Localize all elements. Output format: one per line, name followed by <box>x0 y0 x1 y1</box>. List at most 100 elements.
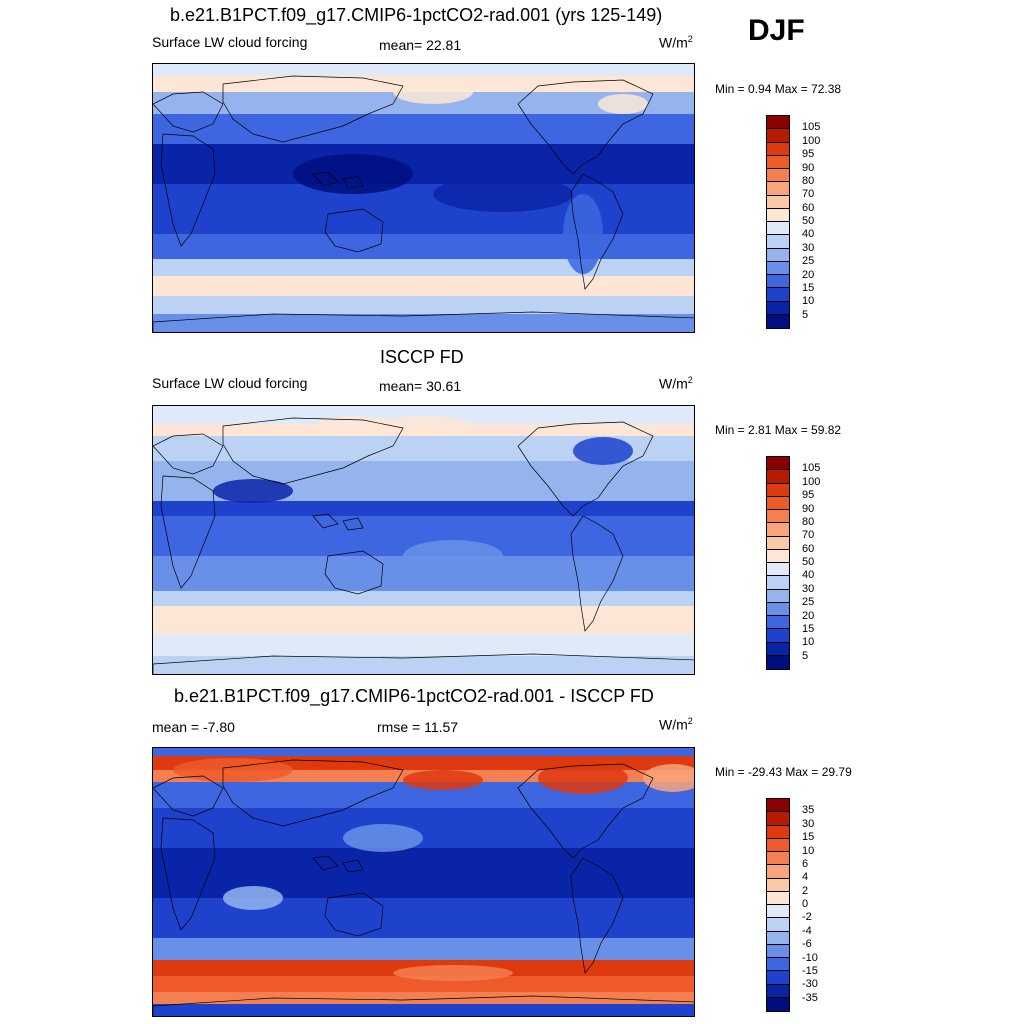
field-band <box>153 296 694 315</box>
colorbar-label: -4 <box>802 924 812 937</box>
colorbar-label: 10 <box>802 844 815 857</box>
field-blob <box>643 764 694 792</box>
colorbar-label: 40 <box>802 569 815 582</box>
colorbar-swatch <box>767 129 789 143</box>
panel-3-rmse: rmse = 11.57 <box>377 719 459 735</box>
panel-3-mean: mean = -7.80 <box>152 719 235 735</box>
field-blob <box>598 94 648 114</box>
field-band <box>153 114 694 145</box>
colorbar-swatch <box>767 523 789 537</box>
colorbar-swatch <box>767 457 789 471</box>
colorbar-swatch <box>767 655 789 669</box>
colorbar-swatch <box>767 891 789 905</box>
colorbar-label: 20 <box>802 268 815 281</box>
coastline <box>570 515 624 632</box>
coastline <box>222 75 404 143</box>
colorbar-label: 70 <box>802 529 815 542</box>
coastline <box>312 855 339 871</box>
colorbar-label: 4 <box>802 871 809 884</box>
colorbar-swatch <box>767 838 789 852</box>
field-blob <box>573 437 633 465</box>
colorbar-label: 25 <box>802 596 815 609</box>
panel-2-mean: mean= 30.61 <box>379 378 462 394</box>
colorbar-label: -30 <box>802 978 818 991</box>
field-band <box>153 501 694 517</box>
field-blob <box>393 965 513 981</box>
colorbar-swatch <box>767 799 789 813</box>
colorbar-label: 35 <box>802 804 815 817</box>
colorbar-label: 5 <box>802 649 809 662</box>
coastline <box>160 817 216 931</box>
field-band <box>153 656 694 674</box>
coastline <box>517 421 654 517</box>
colorbar-label: 95 <box>802 148 815 161</box>
field-blob <box>223 886 283 910</box>
coastline <box>342 859 364 873</box>
colorbar-label: 60 <box>802 542 815 555</box>
field-band <box>153 144 694 185</box>
colorbar-label: 25 <box>802 255 815 268</box>
colorbar-swatch <box>767 235 789 249</box>
coastline <box>153 91 224 133</box>
colorbar-label: 15 <box>802 622 815 635</box>
field-band <box>153 748 694 757</box>
colorbar-swatch <box>767 958 789 972</box>
field-blob <box>538 762 628 794</box>
colorbar-swatch <box>767 182 789 196</box>
field-blob <box>343 824 423 852</box>
coastline <box>153 311 694 332</box>
field-band <box>153 591 694 607</box>
coastline <box>570 857 624 974</box>
colorbar-swatch <box>767 549 789 563</box>
colorbar-label: -10 <box>802 951 818 964</box>
field-band <box>153 808 694 849</box>
colorbar-label: 15 <box>802 831 815 844</box>
panel-2-units: W/m2 <box>659 375 693 392</box>
field-blob <box>403 770 483 790</box>
colorbar-swatch <box>767 944 789 958</box>
colorbar-label: 60 <box>802 201 815 214</box>
colorbar-label: 90 <box>802 161 815 174</box>
field-band <box>153 406 694 425</box>
colorbar-swatch <box>767 576 789 590</box>
colorbar-swatch <box>767 865 789 879</box>
colorbar-swatch <box>767 301 789 315</box>
colorbar-swatch <box>767 616 789 630</box>
coastline <box>517 763 654 859</box>
coastline <box>153 775 224 817</box>
panel-1-map <box>152 63 695 333</box>
colorbar-label: 30 <box>802 817 815 830</box>
colorbar-label: -15 <box>802 964 818 977</box>
colorbar-swatch <box>767 261 789 275</box>
colorbar-swatch <box>767 931 789 945</box>
colorbar-swatch <box>767 812 789 826</box>
colorbar-swatch <box>767 169 789 183</box>
coastline <box>222 759 404 827</box>
field-band <box>153 992 694 1005</box>
panel-3-min-max: Min = -29.43 Max = 29.79 <box>715 765 852 779</box>
colorbar-swatch <box>767 248 789 262</box>
colorbar-swatch <box>767 825 789 839</box>
panel-2-title: ISCCP FD <box>380 347 464 367</box>
panel-2-map <box>152 405 695 675</box>
panel-3-colorbar <box>766 798 790 1012</box>
coastline <box>517 79 654 175</box>
colorbar-label: 40 <box>802 228 815 241</box>
colorbar-swatch <box>767 116 789 130</box>
coastline <box>324 550 384 595</box>
colorbar-swatch <box>767 971 789 985</box>
panel-3-units: W/m2 <box>659 716 693 733</box>
colorbar-swatch <box>767 155 789 169</box>
coastline <box>312 171 339 187</box>
field-band <box>153 184 694 235</box>
panel-1-units: W/m2 <box>659 34 693 51</box>
field-band <box>153 64 694 77</box>
field-blob <box>213 479 293 503</box>
panel-1-field-label: Surface LW cloud forcing <box>152 34 308 50</box>
colorbar-swatch <box>767 997 789 1011</box>
field-band <box>153 1004 694 1016</box>
colorbar-label: 15 <box>802 281 815 294</box>
colorbar-label: 105 <box>802 121 821 134</box>
field-blob <box>373 416 473 436</box>
colorbar-label: 6 <box>802 857 809 870</box>
